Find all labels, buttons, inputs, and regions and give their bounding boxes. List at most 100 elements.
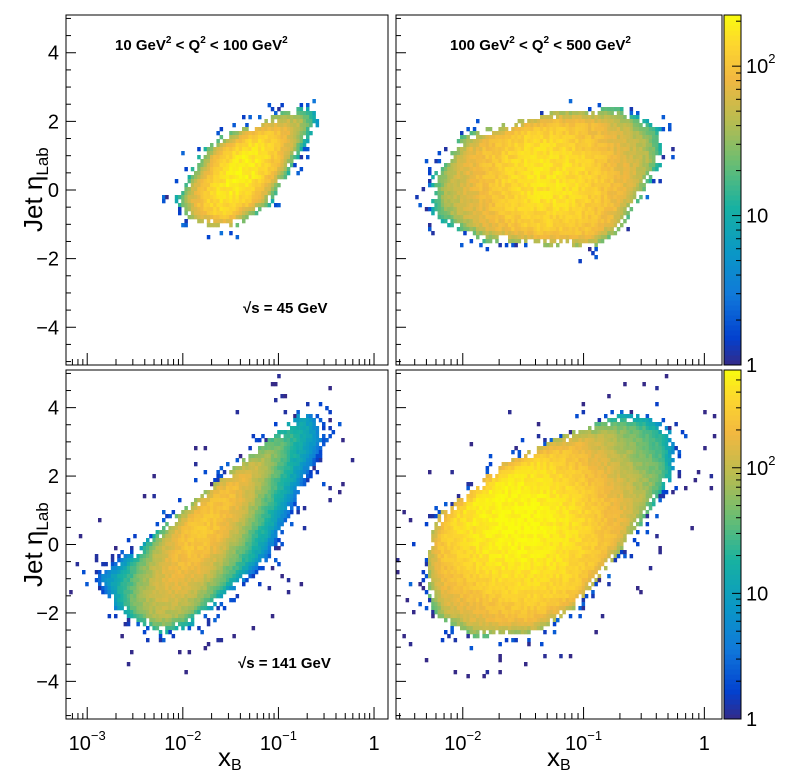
heatmap-bin	[620, 426, 624, 431]
heatmap-bin	[460, 227, 464, 232]
heatmap-bin	[165, 534, 169, 539]
heatmap-bin	[648, 446, 653, 451]
heatmap-bin	[229, 502, 233, 507]
heatmap-bin	[568, 143, 573, 148]
heatmap-bin	[155, 534, 160, 539]
heatmap-bin	[222, 143, 227, 148]
heatmap-bin	[184, 223, 188, 228]
heatmap-bin	[174, 598, 179, 603]
heatmap-bin	[229, 554, 233, 559]
heatmap-bin	[168, 626, 172, 631]
heatmap-bin	[222, 586, 227, 591]
heatmap-bin	[492, 159, 496, 164]
heatmap-bin	[613, 123, 618, 128]
heatmap-bin	[594, 255, 598, 260]
heatmap-bin	[552, 454, 557, 459]
heatmap-bin	[258, 478, 262, 483]
heatmap-bin	[232, 534, 236, 539]
heatmap-bin	[476, 119, 480, 124]
heatmap-bin	[607, 111, 611, 116]
heatmap-bin	[254, 502, 259, 507]
heatmap-bin	[248, 518, 252, 523]
heatmap-bin	[668, 127, 672, 132]
heatmap-bin	[684, 434, 688, 439]
heatmap-bin	[504, 231, 509, 236]
heatmap-bin	[286, 123, 291, 128]
heatmap-bin	[530, 231, 534, 236]
heatmap-bin	[248, 171, 252, 176]
heatmap-bin	[168, 554, 172, 559]
heatmap-bin	[492, 207, 496, 212]
heatmap-bin	[578, 211, 582, 216]
heatmap-bin	[511, 143, 515, 148]
heatmap-bin	[251, 566, 256, 571]
heatmap-bin	[524, 147, 528, 152]
heatmap-bin	[629, 442, 634, 447]
heatmap-bin	[238, 179, 243, 184]
heatmap-bin	[604, 115, 608, 120]
heatmap-bin	[286, 478, 291, 483]
heatmap-bin	[636, 434, 640, 439]
heatmap-bin	[114, 582, 118, 587]
heatmap-bin	[110, 570, 115, 575]
heatmap-bin	[200, 550, 204, 555]
heatmap-bin	[466, 211, 470, 216]
heatmap-bin	[607, 211, 611, 216]
heatmap-bin	[283, 139, 288, 144]
heatmap-bin	[597, 454, 602, 459]
heatmap-bin	[101, 562, 105, 567]
heatmap-bin	[216, 534, 220, 539]
heatmap-bin	[226, 183, 230, 188]
heatmap-bin	[514, 163, 518, 168]
heatmap-bin	[245, 474, 249, 479]
heatmap-bin	[251, 159, 256, 164]
heatmap-bin	[174, 526, 179, 531]
heatmap-bin	[242, 215, 246, 220]
heatmap-bin	[549, 203, 554, 208]
heatmap-bin	[658, 442, 662, 447]
heatmap-bin	[158, 618, 163, 623]
heatmap-bin	[597, 155, 602, 160]
heatmap-bin	[120, 562, 124, 567]
heatmap-bin	[126, 566, 131, 571]
heatmap-bin	[168, 562, 172, 567]
heatmap-bin	[498, 127, 502, 132]
heatmap-bin	[274, 514, 278, 519]
heatmap-bin	[536, 163, 541, 168]
heatmap-bin	[261, 566, 265, 571]
heatmap-bin	[581, 167, 586, 172]
heatmap-bin	[219, 586, 224, 591]
y-tick-label: −4	[36, 317, 59, 339]
heatmap-bin	[594, 139, 598, 144]
heatmap-bin	[242, 199, 246, 204]
heatmap-bin	[549, 171, 554, 176]
heatmap-bin	[594, 243, 598, 248]
heatmap-bin	[604, 215, 608, 220]
heatmap-bin	[556, 458, 560, 463]
heatmap-bin	[126, 602, 131, 607]
heatmap-bin	[146, 562, 150, 567]
heatmap-bin	[600, 458, 605, 463]
heatmap-bin	[120, 570, 124, 575]
heatmap-bin	[559, 215, 563, 220]
heatmap-bin	[232, 159, 236, 164]
heatmap-bin	[206, 235, 211, 240]
heatmap-bin	[245, 131, 249, 136]
heatmap-bin	[620, 203, 624, 208]
heatmap-bin	[146, 574, 150, 579]
heatmap-bin	[568, 199, 573, 204]
heatmap-bin	[607, 175, 611, 180]
heatmap-bin	[479, 195, 483, 200]
heatmap-bin	[453, 195, 458, 200]
heatmap-bin	[530, 191, 534, 196]
heatmap-bin	[222, 506, 227, 511]
heatmap-bin	[645, 171, 650, 176]
heatmap-bin	[238, 482, 243, 487]
heatmap-bin	[254, 550, 259, 555]
heatmap-bin	[181, 594, 185, 599]
heatmap-bin	[213, 602, 217, 607]
heatmap-bin	[572, 223, 576, 228]
heatmap-bin	[581, 123, 586, 128]
heatmap-bin	[251, 155, 256, 160]
